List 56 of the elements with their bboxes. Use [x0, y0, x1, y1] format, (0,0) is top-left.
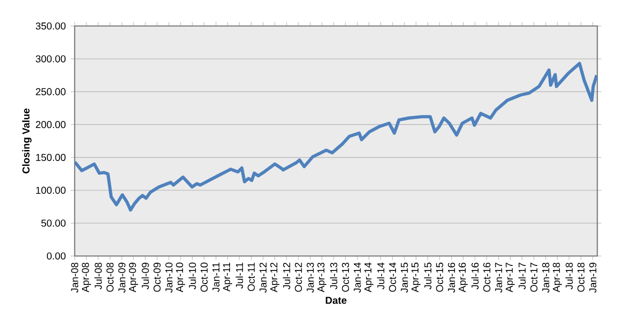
- x-tick-label: Jan-17: [495, 262, 502, 293]
- x-tick-label: Oct-12: [294, 262, 302, 292]
- x-tick-label: Jan-14: [354, 262, 361, 293]
- line-series: [74, 62, 598, 212]
- x-tick-label: Oct-15: [436, 262, 444, 292]
- y-tick-label: 250.00: [36, 88, 66, 96]
- x-tick-label: Oct-11: [248, 262, 255, 292]
- x-tick-label: Apr-09: [128, 262, 138, 292]
- x-tick-label: Oct-09: [154, 262, 161, 292]
- x-tick-label: Oct-10: [200, 262, 208, 292]
- y-tick-label: 100.00: [36, 186, 66, 194]
- x-tick-label: Apr-11: [223, 262, 232, 292]
- x-tick-label: Jul-18: [565, 262, 573, 290]
- x-tick-label: Jan-10: [165, 262, 172, 293]
- x-tick-label: Jul-15: [424, 262, 432, 290]
- x-tick-label: Jan-12: [260, 262, 267, 293]
- y-tick-label: 350.00: [36, 22, 66, 30]
- x-tick-label: Jul-12: [282, 262, 290, 290]
- x-tick-label: Jan-18: [542, 262, 550, 293]
- x-tick-label: Jul-17: [518, 262, 526, 290]
- x-tick-label: Oct-16: [483, 262, 490, 292]
- x-tick-label: Apr-15: [412, 262, 420, 292]
- y-tick-label: 150.00: [36, 154, 66, 161]
- x-tick-label: Jul-09: [142, 262, 149, 290]
- x-tick-label: Jan-15: [400, 262, 408, 293]
- x-tick-label: Apr-18: [552, 262, 562, 292]
- x-tick-label: Jan-19: [589, 262, 596, 293]
- x-tick-label: Apr-16: [458, 262, 468, 292]
- x-tick-label: Jan-11: [212, 262, 220, 292]
- x-tick-label: Oct-13: [342, 262, 350, 292]
- x-tick-label: Jul-16: [471, 262, 479, 290]
- x-tick-label: Apr-12: [270, 262, 280, 292]
- x-tick-label: Jul-13: [330, 262, 338, 290]
- x-tick-label: Jul-11: [236, 262, 244, 289]
- x-tick-label: Apr-13: [317, 262, 326, 292]
- x-tick-label: Apr-10: [176, 262, 186, 292]
- x-tick-label: Oct-18: [577, 262, 584, 292]
- x-tick-label: Apr-14: [364, 262, 374, 292]
- y-tick-label: 50.00: [41, 220, 66, 227]
- y-tick-label: 0.00: [46, 252, 66, 260]
- x-tick-label: Apr-17: [506, 262, 515, 292]
- x-tick-label: Jan-13: [306, 262, 314, 293]
- y-tick-label: 300.00: [36, 55, 66, 62]
- x-axis-title: Date: [326, 296, 346, 304]
- y-tick-label: 200.00: [36, 121, 66, 128]
- x-tick-label: Apr-08: [82, 262, 91, 292]
- x-tick-label: Oct-14: [389, 262, 396, 292]
- x-tick-label: Oct-08: [106, 262, 114, 292]
- y-axis-title: Closing Value: [22, 108, 32, 174]
- x-tick-label: Jul-14: [377, 262, 384, 290]
- x-tick-label: Jul-08: [94, 262, 102, 290]
- x-tick-label: Jan-08: [71, 262, 78, 293]
- x-tick-label: Jan-16: [448, 262, 456, 293]
- x-tick-label: Jan-09: [118, 262, 126, 293]
- x-tick-label: Oct-17: [530, 262, 538, 292]
- x-tick-label: Jul-10: [188, 262, 196, 290]
